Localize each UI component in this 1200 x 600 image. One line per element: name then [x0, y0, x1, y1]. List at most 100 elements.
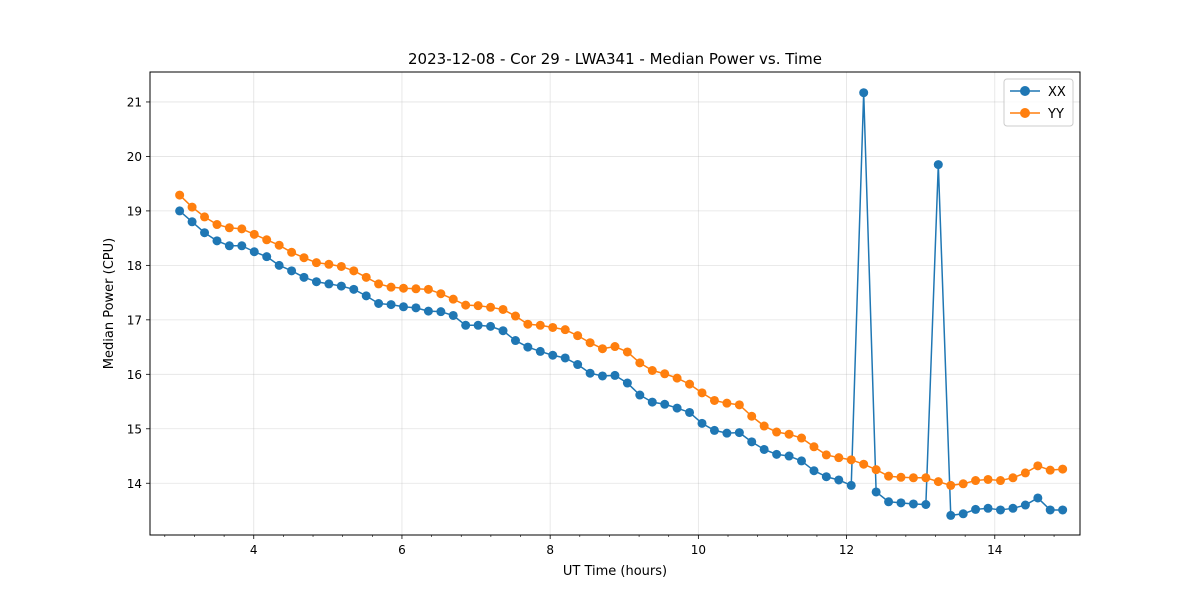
data-point-xx: [647, 397, 657, 407]
data-point-yy: [287, 247, 297, 257]
data-point-xx: [411, 303, 421, 313]
data-point-yy: [809, 442, 819, 452]
data-point-xx: [834, 475, 844, 485]
data-point-xx: [349, 284, 359, 294]
data-point-yy: [349, 266, 359, 276]
x-tick-label: 10: [691, 543, 706, 557]
data-point-xx: [772, 449, 782, 459]
data-point-xx: [921, 500, 931, 509]
data-point-yy: [585, 338, 595, 348]
data-point-yy: [212, 220, 222, 230]
data-point-yy: [622, 347, 632, 357]
data-point-xx: [610, 370, 620, 380]
data-point-yy: [423, 284, 433, 294]
data-point-xx: [324, 279, 334, 289]
data-point-yy: [908, 473, 918, 483]
data-point-xx: [946, 510, 956, 520]
data-point-xx: [1033, 493, 1043, 503]
data-point-yy: [660, 369, 670, 379]
data-point-xx: [709, 425, 719, 435]
data-point-yy: [995, 476, 1005, 486]
data-point-yy: [859, 459, 869, 469]
data-point-xx: [585, 368, 595, 378]
data-point-yy: [884, 471, 894, 481]
data-point-yy: [324, 259, 334, 269]
data-point-yy: [958, 479, 968, 489]
data-point-yy: [461, 300, 471, 310]
data-point-xx: [436, 307, 446, 317]
data-point-xx: [262, 252, 272, 262]
data-point-xx: [374, 299, 384, 308]
data-point-xx: [1045, 505, 1055, 515]
data-point-yy: [224, 223, 234, 233]
data-point-xx: [448, 310, 458, 320]
data-point-yy: [647, 366, 657, 375]
y-tick-label: 17: [127, 313, 142, 327]
data-point-xx: [660, 399, 670, 409]
data-point-yy: [374, 279, 384, 289]
data-point-xx: [548, 350, 558, 360]
data-point-xx: [821, 472, 831, 482]
data-point-yy: [709, 395, 719, 405]
data-point-xx: [685, 407, 695, 417]
data-point-xx: [697, 418, 707, 428]
data-point-yy: [175, 190, 185, 200]
x-tick-label: 8: [546, 543, 554, 557]
data-point-xx: [473, 320, 483, 330]
x-axis-label: UT Time (hours): [563, 564, 667, 579]
data-point-yy: [237, 224, 247, 234]
grid-lines: [150, 72, 1080, 535]
data-point-xx: [995, 505, 1005, 515]
y-tick-label: 20: [127, 150, 142, 164]
data-point-yy: [821, 450, 831, 460]
data-point-xx: [361, 291, 371, 301]
data-point-xx: [809, 466, 819, 476]
data-point-xx: [287, 266, 297, 276]
data-point-xx: [175, 206, 185, 216]
data-point-yy: [1033, 461, 1043, 471]
legend-marker-xx: [1020, 86, 1030, 96]
legend-marker-yy: [1020, 108, 1030, 118]
data-point-xx: [274, 260, 284, 270]
data-point-yy: [386, 282, 396, 292]
data-point-xx: [1008, 503, 1018, 513]
y-tick-label: 21: [127, 95, 142, 109]
data-point-xx: [573, 360, 583, 370]
data-point-yy: [436, 289, 446, 299]
data-point-xx: [672, 403, 682, 413]
data-point-yy: [510, 311, 520, 321]
data-point-yy: [299, 253, 309, 263]
data-point-yy: [560, 325, 570, 335]
data-point-xx: [983, 503, 993, 513]
data-point-yy: [734, 400, 744, 410]
data-point-xx: [747, 437, 757, 447]
data-point-yy: [274, 240, 284, 250]
data-point-yy: [1058, 464, 1068, 474]
data-point-yy: [498, 304, 508, 314]
data-point-yy: [1008, 473, 1018, 483]
data-point-xx: [486, 321, 496, 331]
data-point-yy: [834, 453, 844, 463]
data-point-xx: [971, 504, 981, 514]
data-point-yy: [523, 319, 533, 329]
data-point-xx: [249, 247, 259, 257]
data-point-yy: [610, 342, 620, 352]
data-point-yy: [597, 344, 607, 354]
data-point-yy: [448, 294, 458, 304]
data-point-xx: [237, 241, 247, 251]
data-point-yy: [672, 373, 682, 383]
data-point-yy: [846, 455, 856, 465]
data-point-xx: [722, 428, 732, 438]
data-point-yy: [759, 421, 769, 431]
data-point-xx: [187, 217, 197, 227]
data-point-xx: [958, 509, 968, 519]
data-point-yy: [573, 331, 583, 341]
data-point-xx: [908, 499, 918, 509]
data-point-xx: [871, 487, 881, 497]
data-point-xx: [797, 456, 807, 466]
data-point-xx: [1058, 505, 1068, 515]
y-axis-label: Median Power (CPU): [102, 238, 117, 369]
y-tick-label: 14: [127, 477, 142, 491]
